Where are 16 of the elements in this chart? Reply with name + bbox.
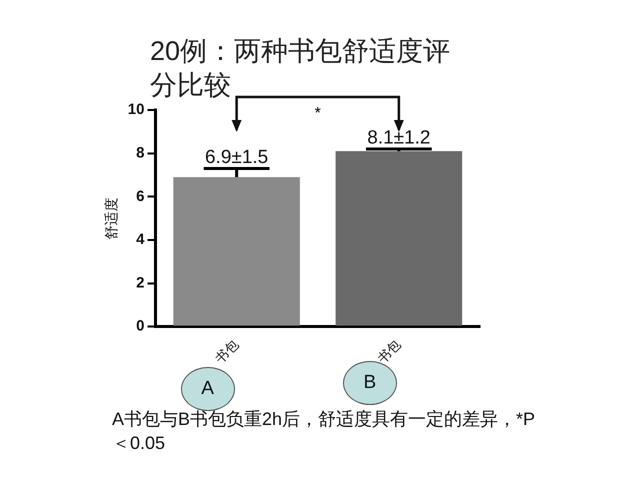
x-tick-label: 书包: [212, 338, 242, 367]
annotation: *: [314, 105, 321, 122]
y-tick-label: 4: [136, 231, 146, 248]
y-tick-label: 0: [136, 318, 144, 335]
y-tick-label: 8: [136, 144, 144, 162]
text: B: [364, 372, 376, 393]
data-label: 6.9±1.5: [204, 147, 268, 168]
y-tick-label: 6: [136, 188, 144, 205]
y-tick-label: 2: [136, 274, 144, 292]
y-axis-title: 舒适度: [104, 197, 120, 240]
x-tick-label: 书包: [375, 338, 404, 367]
y-tick-label: 10: [128, 101, 144, 118]
text: A书包与B书包负重2h后，舒适度具有一定的差异，*P＜0.05: [112, 408, 536, 455]
chart-title: 20例：两种书包舒适度评分比较: [150, 35, 452, 102]
text: A: [180, 366, 235, 411]
data-label: 8.1±1.2: [367, 128, 431, 149]
